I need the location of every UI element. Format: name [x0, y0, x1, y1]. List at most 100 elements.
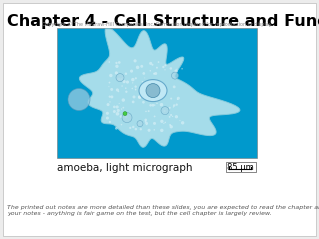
Circle shape	[181, 68, 183, 70]
Circle shape	[119, 103, 120, 104]
Circle shape	[150, 89, 153, 92]
Circle shape	[117, 78, 120, 81]
FancyBboxPatch shape	[226, 162, 256, 172]
Circle shape	[106, 117, 109, 120]
Circle shape	[131, 88, 133, 89]
Circle shape	[109, 74, 113, 77]
Circle shape	[168, 111, 170, 112]
Circle shape	[150, 81, 152, 82]
Circle shape	[113, 106, 115, 108]
Circle shape	[116, 88, 119, 92]
Circle shape	[126, 81, 129, 84]
Circle shape	[142, 81, 144, 83]
Circle shape	[123, 112, 127, 116]
Circle shape	[108, 82, 110, 83]
Circle shape	[125, 87, 127, 89]
Circle shape	[115, 65, 119, 68]
Circle shape	[170, 67, 172, 70]
Circle shape	[146, 84, 160, 98]
Text: Copyright © The McGraw-Hill Companies, Inc. Permission required for reproduction: Copyright © The McGraw-Hill Companies, I…	[42, 21, 272, 27]
Circle shape	[156, 103, 158, 104]
Circle shape	[116, 112, 119, 116]
Circle shape	[147, 129, 151, 132]
Circle shape	[164, 64, 167, 66]
Circle shape	[135, 89, 137, 90]
Circle shape	[177, 98, 178, 100]
Circle shape	[145, 119, 147, 121]
Circle shape	[152, 64, 153, 66]
Circle shape	[122, 77, 124, 79]
Circle shape	[108, 61, 110, 63]
Circle shape	[135, 77, 137, 79]
Circle shape	[175, 103, 178, 106]
Circle shape	[122, 80, 126, 83]
Circle shape	[145, 122, 148, 125]
Circle shape	[172, 116, 173, 117]
Circle shape	[131, 78, 135, 81]
Circle shape	[113, 110, 116, 113]
Circle shape	[108, 96, 111, 98]
Circle shape	[153, 122, 156, 125]
Circle shape	[115, 62, 118, 64]
Circle shape	[121, 108, 122, 110]
Circle shape	[121, 124, 122, 125]
Circle shape	[147, 82, 150, 85]
Circle shape	[149, 62, 152, 65]
Circle shape	[125, 72, 127, 75]
Circle shape	[110, 95, 113, 98]
Circle shape	[158, 61, 160, 63]
Circle shape	[163, 123, 165, 124]
Circle shape	[177, 97, 180, 100]
Ellipse shape	[139, 80, 167, 102]
Circle shape	[109, 101, 111, 103]
Circle shape	[120, 115, 122, 118]
Circle shape	[162, 66, 165, 68]
Circle shape	[132, 95, 136, 98]
Circle shape	[181, 121, 184, 125]
Circle shape	[175, 115, 178, 118]
Bar	[57, 28, 257, 158]
Circle shape	[170, 125, 173, 128]
Circle shape	[173, 106, 174, 108]
Circle shape	[160, 103, 163, 106]
Circle shape	[130, 70, 133, 73]
FancyBboxPatch shape	[3, 3, 316, 236]
Text: 85 μm: 85 μm	[226, 163, 253, 172]
Circle shape	[172, 72, 179, 79]
Text: Chapter 4 - Cell Structure and Function: Chapter 4 - Cell Structure and Function	[7, 14, 319, 29]
Circle shape	[110, 88, 113, 91]
Circle shape	[153, 129, 155, 130]
Circle shape	[170, 114, 172, 116]
Circle shape	[137, 121, 143, 127]
Circle shape	[153, 73, 155, 75]
Circle shape	[116, 74, 124, 81]
Circle shape	[138, 125, 139, 126]
Circle shape	[169, 124, 171, 126]
Circle shape	[118, 61, 121, 64]
Circle shape	[120, 78, 123, 81]
Circle shape	[154, 104, 155, 106]
Circle shape	[170, 98, 172, 100]
Circle shape	[176, 69, 178, 70]
Circle shape	[108, 86, 109, 87]
Circle shape	[121, 85, 123, 87]
Circle shape	[132, 126, 135, 128]
Circle shape	[148, 110, 150, 112]
Circle shape	[149, 90, 152, 93]
Circle shape	[115, 71, 118, 75]
Circle shape	[150, 70, 151, 71]
Text: amoeba, light micrograph: amoeba, light micrograph	[57, 163, 192, 173]
Circle shape	[140, 128, 142, 130]
Circle shape	[125, 116, 128, 118]
Circle shape	[169, 116, 171, 118]
Circle shape	[142, 101, 145, 103]
Circle shape	[115, 105, 119, 109]
Circle shape	[152, 104, 154, 107]
Circle shape	[149, 104, 152, 107]
Text: The printed out notes are more detailed than these slides, you are expected to r: The printed out notes are more detailed …	[7, 205, 319, 216]
Circle shape	[142, 72, 145, 75]
Circle shape	[169, 107, 171, 109]
Circle shape	[160, 120, 164, 123]
Circle shape	[173, 104, 175, 107]
Circle shape	[136, 66, 139, 69]
